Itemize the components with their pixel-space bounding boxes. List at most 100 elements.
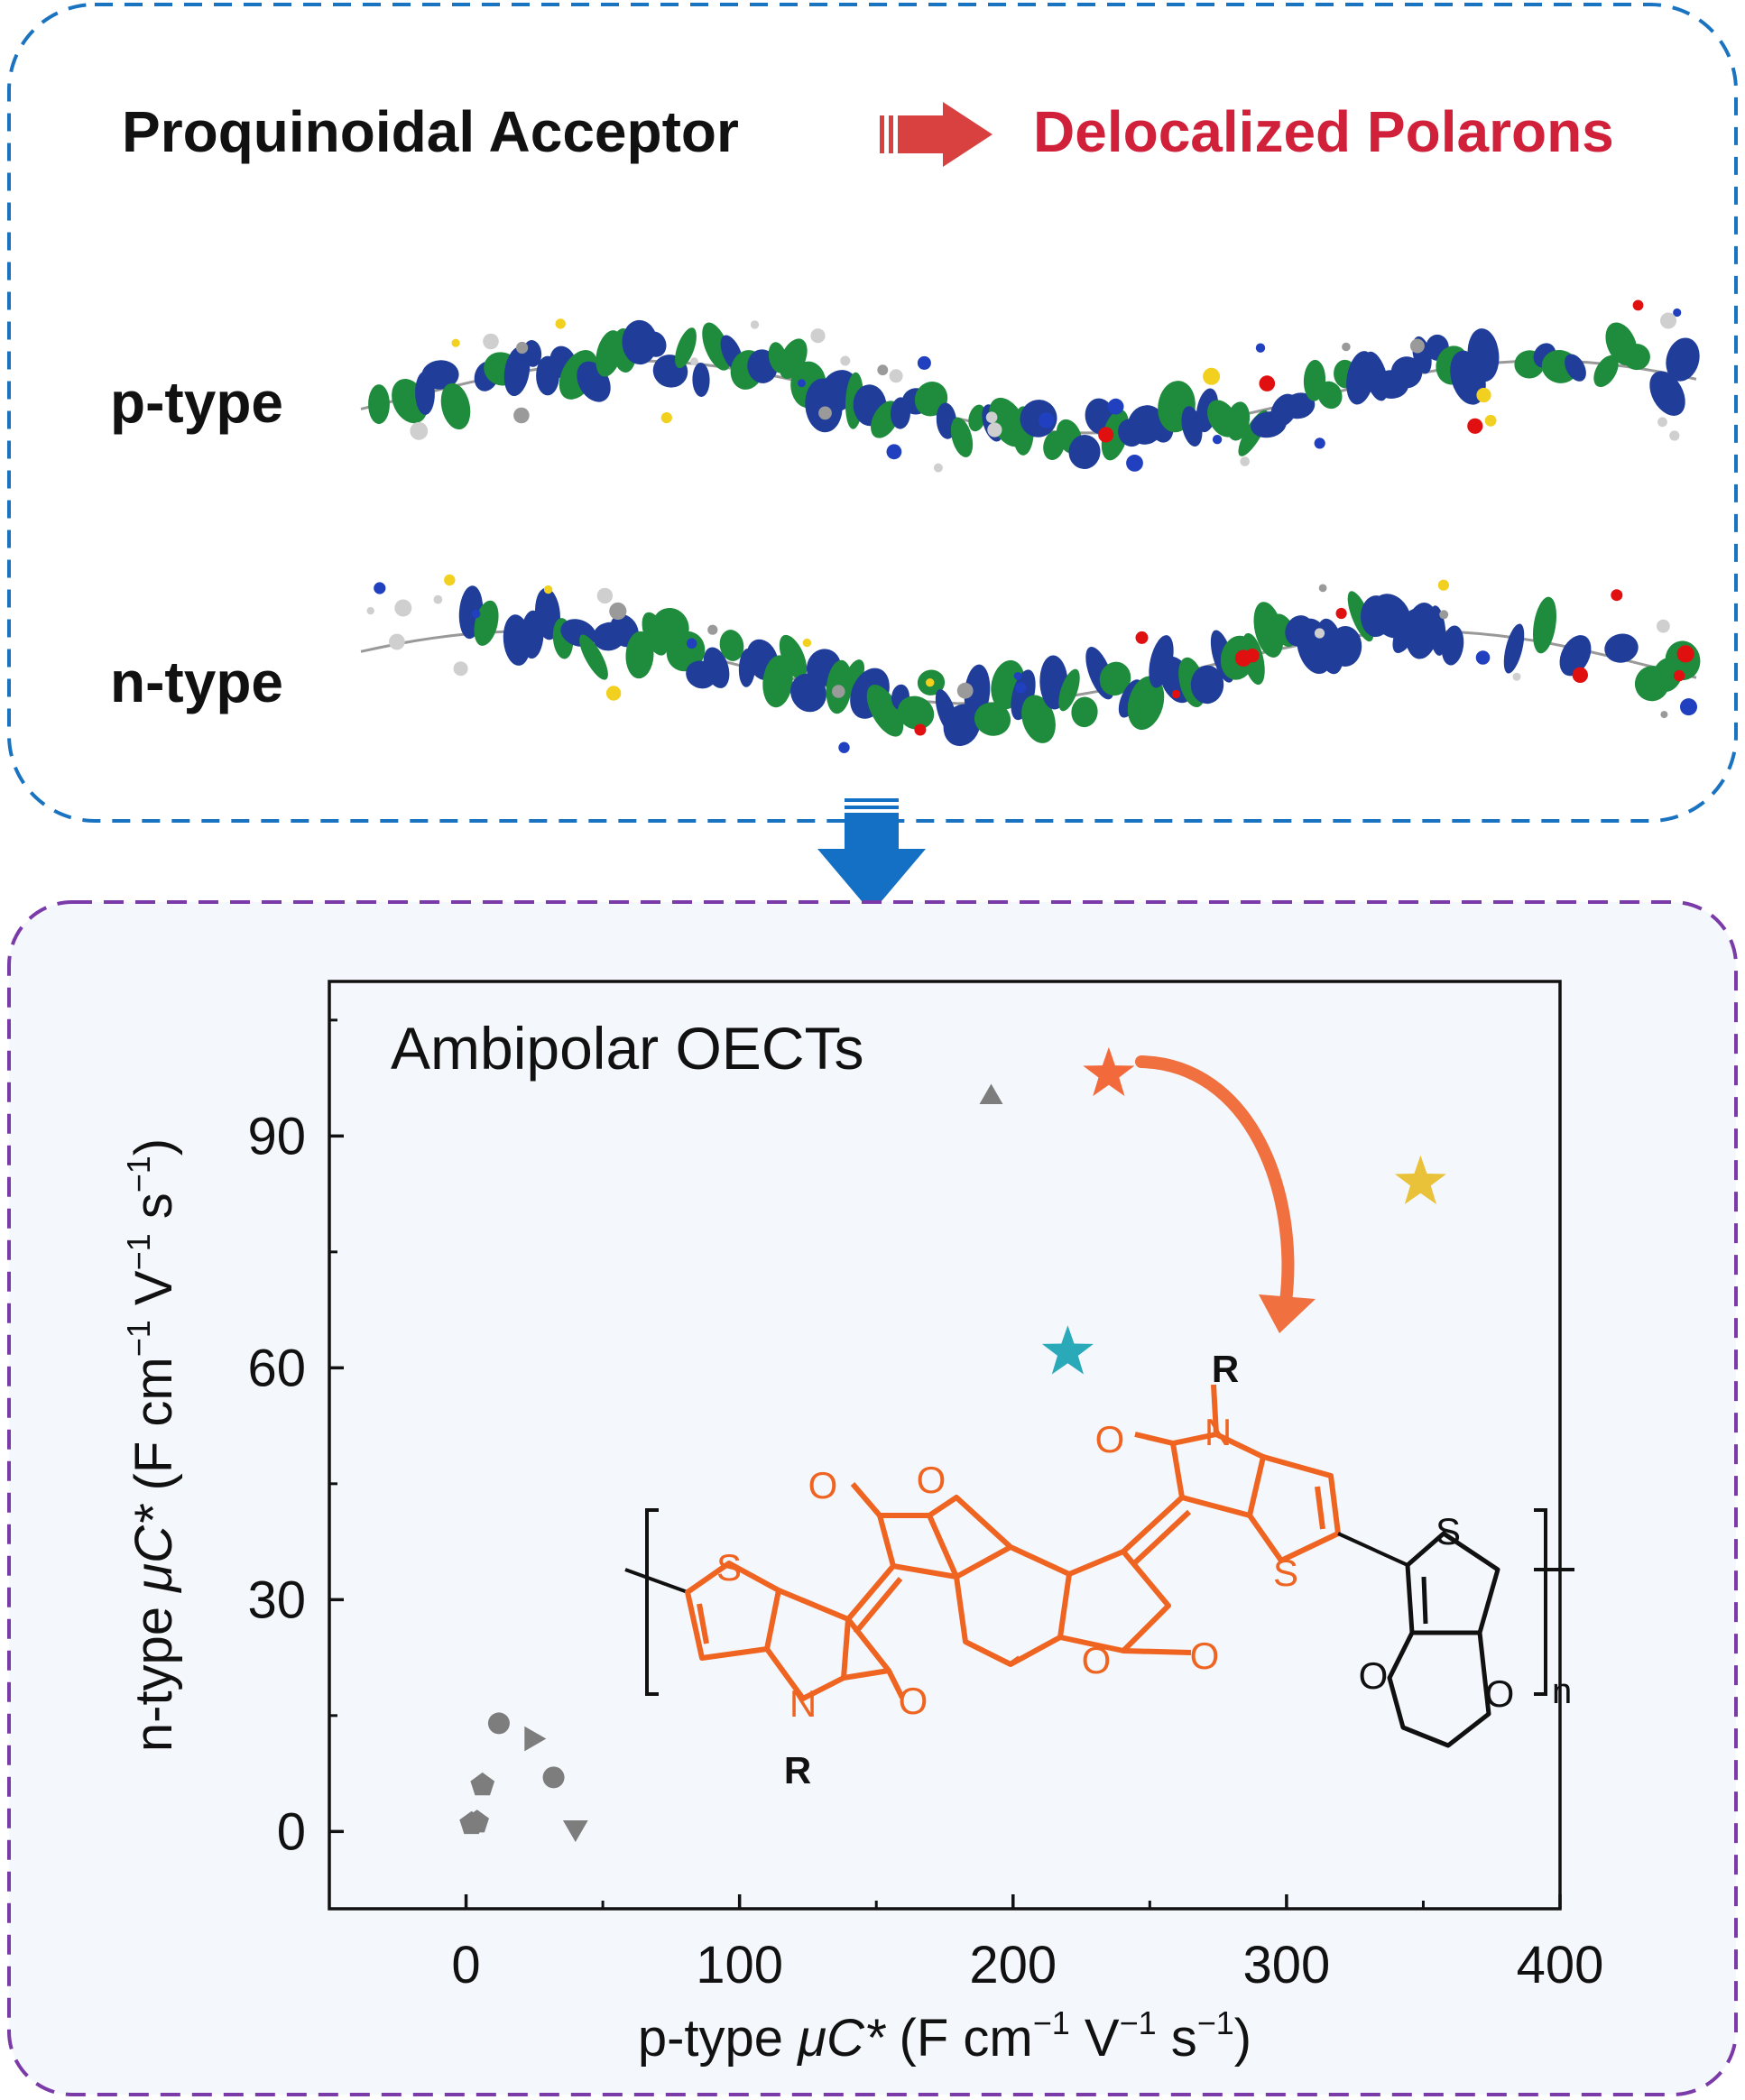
- orbital-lobe: [675, 327, 697, 369]
- orbital-lobe: [1565, 354, 1586, 382]
- triangle-down-marker: [562, 1820, 588, 1842]
- orbital-lobe: [421, 360, 459, 390]
- atom-sphere: [555, 318, 566, 329]
- orbital-lobe: [643, 331, 667, 357]
- atom-sphere: [660, 412, 672, 424]
- svg-text:R: R: [1212, 1348, 1239, 1390]
- atom-sphere: [838, 741, 850, 753]
- atom-sphere: [1245, 649, 1260, 663]
- orbital-lobe: [1503, 623, 1525, 674]
- orbital-lobe: [897, 695, 935, 730]
- orbital-lobe: [866, 685, 904, 737]
- atom-sphere: [1437, 579, 1449, 591]
- atom-sphere: [609, 602, 627, 621]
- atom-sphere: [596, 587, 614, 604]
- atom-sphere: [543, 585, 553, 594]
- atom-sphere: [810, 328, 826, 344]
- right-bracket: [1534, 1508, 1547, 1696]
- atom-sphere: [1212, 435, 1223, 445]
- atom-sphere: [1439, 610, 1449, 620]
- atom-sphere: [513, 407, 530, 424]
- atom-sphere: [605, 686, 622, 701]
- orbital-lobe: [1649, 371, 1685, 416]
- svg-text:S: S: [716, 1546, 742, 1589]
- star-marker: [1041, 1325, 1094, 1375]
- highlight-curved-arrow: [1135, 1055, 1316, 1333]
- y-tick-label: 90: [247, 1107, 306, 1165]
- atom-sphere: [1342, 342, 1351, 352]
- acceptor-core: [685, 1384, 1341, 1701]
- orbital-lobe: [503, 346, 531, 397]
- atom-sphere: [1409, 338, 1425, 354]
- n-type-orbital-image: [360, 574, 1701, 753]
- atom-sphere: [444, 574, 456, 586]
- orbital-lobe: [1058, 668, 1080, 712]
- pentagon-marker: [465, 1810, 489, 1833]
- atom-sphere: [410, 421, 429, 440]
- atom-sphere: [1676, 645, 1694, 663]
- atom-sphere: [840, 355, 851, 366]
- atom-sphere: [1660, 711, 1668, 719]
- atom-sphere: [933, 463, 943, 473]
- orbital-lobe: [1071, 696, 1098, 728]
- atom-sphere: [1314, 438, 1325, 449]
- orbital-lobe: [474, 600, 499, 646]
- atom-sphere: [366, 606, 374, 615]
- atom-sphere: [877, 364, 889, 376]
- orbital-lobe: [1532, 596, 1557, 654]
- atom-sphere: [1314, 628, 1325, 639]
- atom-sphere: [818, 406, 832, 420]
- svg-text:R: R: [784, 1749, 811, 1791]
- atom-sphere: [985, 411, 998, 424]
- svg-text:O: O: [1359, 1654, 1389, 1697]
- orbital-lobe: [368, 384, 390, 425]
- atom-sphere: [1632, 299, 1644, 311]
- atom-sphere: [483, 333, 499, 350]
- orbital-lobe: [579, 634, 608, 680]
- atom-sphere: [987, 422, 1002, 438]
- header-left-title: Proquinoidal Acceptor: [122, 99, 739, 164]
- atom-labels: S N R O O O O O O N R S S O O: [716, 1348, 1514, 1791]
- y-tick-label: 30: [247, 1570, 306, 1629]
- top-panel: Proquinoidal Acceptor Delocalized Polaro…: [7, 3, 1738, 823]
- atom-sphere: [926, 678, 935, 687]
- atom-sphere: [1476, 387, 1491, 403]
- orbital-lobe: [1068, 435, 1101, 469]
- orbital-lobe: [440, 382, 471, 430]
- atom-sphere: [1335, 607, 1347, 620]
- p-type-label: p-type: [110, 370, 283, 435]
- atom-sphere: [1203, 367, 1221, 385]
- orbital-lobe: [703, 647, 730, 688]
- triangle-right-marker: [524, 1726, 547, 1752]
- chart-title: Ambipolar OECTs: [391, 1015, 864, 1082]
- atom-sphere: [433, 594, 443, 604]
- repeat-unit-n: n: [1552, 1672, 1572, 1711]
- atom-sphere: [1475, 650, 1491, 665]
- svg-text:O: O: [1190, 1635, 1220, 1677]
- circle-marker: [487, 1712, 510, 1735]
- atom-sphere: [394, 599, 412, 617]
- y-axis-label: n-type μC* (F cm−1 V−1 s−1): [120, 1138, 183, 1752]
- p-type-orbital-image: [360, 299, 1700, 473]
- svg-text:O: O: [917, 1459, 946, 1501]
- atom-sphere: [389, 633, 405, 650]
- atom-sphere: [956, 682, 974, 699]
- red-right-arrow-icon: [880, 102, 993, 167]
- atom-sphere: [1484, 414, 1497, 427]
- blue-down-arrow-icon: [817, 798, 926, 913]
- orbital-lobe: [1390, 356, 1423, 389]
- atom-sphere: [1673, 669, 1685, 682]
- orbital-lobe: [762, 655, 793, 708]
- header-right-title: Delocalized Polarons: [1033, 99, 1614, 164]
- y-tick-label: 60: [247, 1339, 306, 1397]
- atom-sphere: [832, 685, 845, 698]
- atom-sphere: [917, 355, 931, 370]
- svg-text:O: O: [808, 1464, 838, 1506]
- atom-sphere: [1673, 308, 1682, 318]
- orbital-lobe: [1225, 401, 1251, 441]
- bottom-panel-border: [7, 900, 1738, 2096]
- orbital-lobe: [1190, 665, 1224, 705]
- orbital-lobe: [1099, 661, 1131, 696]
- atom-sphere: [1669, 430, 1680, 441]
